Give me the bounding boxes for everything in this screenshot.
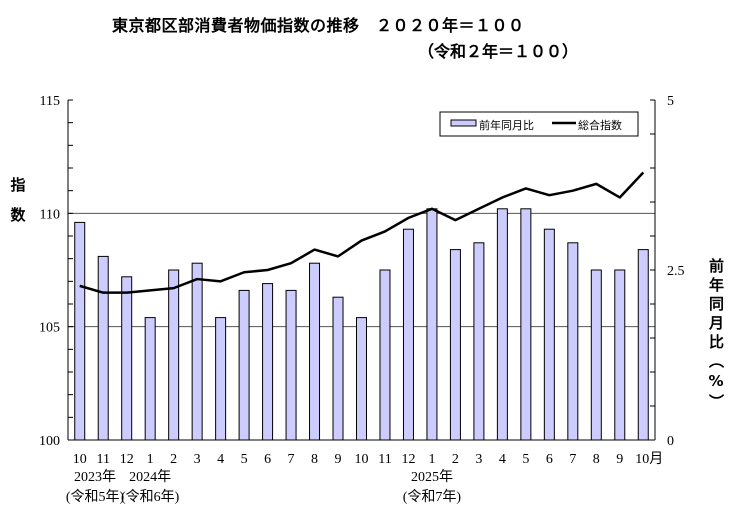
- x-tick-label: 12: [120, 452, 134, 467]
- bar: [637, 249, 649, 441]
- bar: [262, 283, 274, 441]
- x-tick-label: 4: [499, 452, 506, 467]
- year-text: 2024年: [129, 470, 172, 485]
- x-tick-label: 11: [96, 452, 109, 467]
- x-tick-label: 12: [401, 452, 415, 467]
- left-tick-label: 105: [39, 321, 60, 336]
- x-tick-label: 7: [569, 452, 576, 467]
- year-label: 2025年 (令和7年): [392, 468, 472, 508]
- x-tick-label: 5: [241, 452, 248, 467]
- index-line: [79, 171, 645, 294]
- x-tick-label: 1: [428, 452, 435, 467]
- era-text: (令和5年): [65, 490, 125, 505]
- bar: [74, 221, 86, 441]
- legend-bar-swatch: [450, 119, 477, 127]
- x-tick-label: 7: [288, 452, 295, 467]
- x-tick-label: 8: [311, 452, 318, 467]
- right-tick-label: 0: [667, 434, 674, 449]
- bar: [168, 269, 180, 441]
- bar: [121, 276, 133, 441]
- bar: [426, 208, 438, 441]
- year-label: 2024年 (令和6年): [110, 468, 190, 508]
- x-tick-label: 11: [378, 452, 391, 467]
- left-tick-label: 110: [40, 207, 60, 222]
- bar: [402, 228, 414, 441]
- x-tick-label: 10月: [635, 451, 663, 467]
- x-tick-label: 6: [546, 452, 553, 467]
- bar: [614, 269, 626, 441]
- right-tick-label: 5: [667, 94, 674, 109]
- bar: [590, 269, 602, 441]
- bar: [567, 242, 579, 441]
- left-tick-label: 115: [40, 94, 60, 109]
- x-tick-label: 6: [264, 452, 271, 467]
- bar: [144, 317, 156, 441]
- bar: [543, 228, 555, 441]
- chart-subtitle: （令和２年＝１００）: [418, 42, 579, 61]
- year-text: 2025年: [410, 470, 453, 485]
- year-text: 2023年: [74, 470, 116, 485]
- era-text: (令和7年): [402, 490, 462, 505]
- x-tick-label: 10: [73, 452, 87, 467]
- x-tick-label: 9: [616, 452, 623, 467]
- x-tick-label: 9: [335, 452, 342, 467]
- bar: [97, 255, 109, 441]
- bar: [285, 289, 297, 441]
- bar: [449, 249, 461, 441]
- left-axis-label: 指数: [10, 176, 26, 224]
- x-tick-label: 2: [170, 452, 177, 467]
- bar: [379, 269, 391, 441]
- era-text: (令和6年): [121, 490, 180, 505]
- chart-title: 東京都区部消費者物価指数の推移 ２０２０年＝１００: [112, 16, 525, 35]
- x-tick-label: 8: [593, 452, 600, 467]
- legend-bar-label: 前年同月比: [479, 118, 534, 132]
- x-tick-label: 10: [355, 452, 369, 467]
- x-tick-label: 2: [452, 452, 459, 467]
- year-label: 2023年 (令和5年): [55, 468, 135, 508]
- bar: [356, 317, 367, 441]
- x-tick-label: 3: [475, 452, 482, 467]
- x-tick-label: 4: [217, 452, 224, 467]
- x-tick-label: 1: [147, 452, 154, 467]
- left-tick-label: 100: [39, 434, 60, 449]
- x-tick-label: 5: [522, 452, 529, 467]
- bar: [215, 317, 227, 441]
- bar: [520, 208, 532, 441]
- bar: [496, 208, 508, 441]
- bar: [332, 296, 344, 441]
- bar: [191, 262, 203, 441]
- bar: [309, 262, 321, 441]
- legend-line-label: 総合指数: [578, 118, 622, 132]
- bar: [473, 242, 485, 441]
- right-axis-label: 前年同月比（%）: [707, 258, 725, 413]
- right-tick-label: 2.5: [667, 264, 685, 279]
- bar: [238, 289, 250, 441]
- x-tick-label: 3: [194, 452, 201, 467]
